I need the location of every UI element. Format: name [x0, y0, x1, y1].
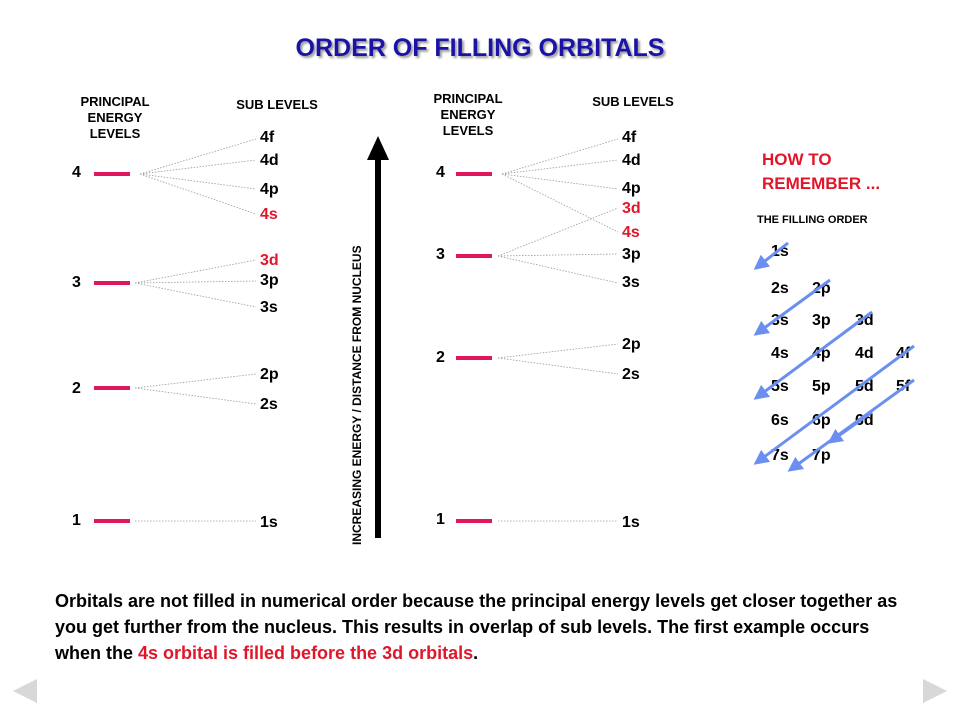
level-bar [456, 356, 492, 360]
connector-line [139, 173, 257, 215]
filling-grid-cell: 3s [771, 312, 789, 329]
filling-grid-cell: 6d [855, 412, 874, 429]
connector-line [497, 255, 619, 284]
level-bar [456, 172, 492, 176]
diagonal-arrow [753, 241, 789, 270]
connector-line [134, 282, 257, 308]
connector-line [134, 280, 257, 284]
left-sublevel-label: 4p [260, 181, 279, 198]
diagonal-arrow [753, 310, 873, 400]
left-connector-lines [134, 138, 257, 522]
left-sublevel-label: 3d [260, 252, 279, 269]
diagonal-arrow [753, 344, 915, 465]
filling-order-arrows [753, 241, 915, 472]
right-sublevel-label: 4p [622, 180, 641, 197]
right-connector-lines [497, 138, 619, 522]
next-slide-button[interactable] [918, 674, 952, 708]
how-to-heading-line: HOW TO [762, 150, 832, 169]
right-sub-header: SUB LEVELS [592, 94, 674, 109]
filling-grid-cell: 2s [771, 280, 789, 297]
right-level-bars [456, 172, 492, 523]
arrow-shaft [375, 155, 381, 538]
filling-grid-cell: 7s [771, 447, 789, 464]
right-sublevel-label: 2s [622, 366, 640, 383]
level-bar [94, 386, 130, 390]
connector-line [134, 373, 257, 389]
diagonal-arrow [753, 278, 831, 336]
filling-grid-cell: 5p [812, 378, 831, 395]
left-sublevel-label: 4s [260, 206, 278, 223]
right-sublevel-label: 3p [622, 246, 641, 263]
connector-line [139, 173, 257, 190]
filling-grid-cell: 4d [855, 345, 874, 362]
page-title: ORDER OF FILLING ORBITALS [295, 34, 665, 62]
connector-line [497, 253, 619, 257]
left-level-label: 1 [72, 512, 81, 529]
connector-line [134, 259, 257, 284]
connector-line [497, 343, 619, 359]
filling-grid-cell: 5d [855, 378, 874, 395]
connector-line [501, 138, 619, 175]
connector-line [139, 138, 257, 175]
left-sub-header: SUB LEVELS [236, 97, 318, 112]
diagonal-arrow [827, 410, 873, 444]
right-sublevel-label: 2p [622, 336, 641, 353]
connector-line [497, 357, 619, 375]
right-sublevel-label: 1s [622, 514, 640, 531]
left-level-bars [94, 172, 130, 523]
connector-line [501, 173, 619, 233]
arrow-head [367, 136, 389, 160]
level-bar [94, 519, 130, 523]
level-bar [456, 519, 492, 523]
connector-line [134, 387, 257, 405]
how-to-heading-line: REMEMBER ... [762, 174, 881, 193]
filling-grid-cell: 3d [855, 312, 874, 329]
right-sublevel-label: 4d [622, 152, 641, 169]
level-bar [456, 254, 492, 258]
prev-slide-button[interactable] [8, 674, 42, 708]
paragraph-end: . [473, 643, 479, 663]
filling-grid-cell: 6s [771, 412, 789, 429]
filling-grid-cell: 4p [812, 345, 831, 362]
left-sublevel-label: 4d [260, 152, 279, 169]
left-sublevel-label: 4f [260, 129, 275, 146]
connector-line [139, 159, 257, 175]
left-sublevel-label: 3s [260, 299, 278, 316]
paragraph-highlight: 4s orbital is filled before the 3d orbit… [138, 643, 474, 663]
left-sublevel-label: 2s [260, 396, 278, 413]
level-bar [94, 281, 130, 285]
left-sublevel-label: 3p [260, 272, 279, 289]
filling-grid-cell: 4s [771, 345, 789, 362]
connector-line [497, 207, 619, 257]
connector-line [501, 159, 619, 175]
left-sublevel-label: 1s [260, 514, 278, 531]
filling-grid-cell: 3p [812, 312, 831, 329]
triangle-left-icon [13, 679, 37, 703]
left-level-label: 4 [72, 164, 81, 181]
right-sublevel-label: 3s [622, 274, 640, 291]
connector-line [501, 173, 619, 190]
how-to-heading: HOW TO REMEMBER ... [762, 148, 880, 196]
right-level-label: 2 [436, 349, 445, 366]
right-level-label: 1 [436, 511, 445, 528]
right-level-label: 4 [436, 164, 445, 181]
paragraph-text: Orbitals are not filled in numerical ord… [55, 591, 898, 663]
level-bar [94, 172, 130, 176]
right-sublevel-label: 4s [622, 224, 640, 241]
left-sublevel-label: 2p [260, 366, 279, 383]
left-level-label: 2 [72, 380, 81, 397]
right-sublevel-label: 3d [622, 200, 641, 217]
right-sublevel-label: 4f [622, 129, 637, 146]
explanation-paragraph: Orbitals are not filled in numerical ord… [55, 588, 915, 666]
right-principal-header: PRINCIPAL ENERGY LEVELS [433, 91, 503, 138]
triangle-right-icon [923, 679, 947, 703]
up-arrow-icon [367, 136, 389, 538]
left-principal-header: PRINCIPAL ENERGY LEVELS [80, 94, 150, 141]
right-level-label: 3 [436, 246, 445, 263]
left-level-label: 3 [72, 274, 81, 291]
filling-order-subheading: THE FILLING ORDER [757, 214, 868, 226]
